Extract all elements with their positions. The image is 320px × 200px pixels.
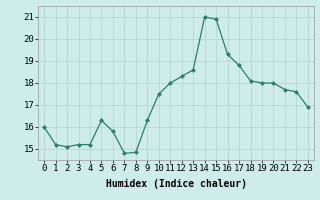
X-axis label: Humidex (Indice chaleur): Humidex (Indice chaleur): [106, 179, 246, 189]
